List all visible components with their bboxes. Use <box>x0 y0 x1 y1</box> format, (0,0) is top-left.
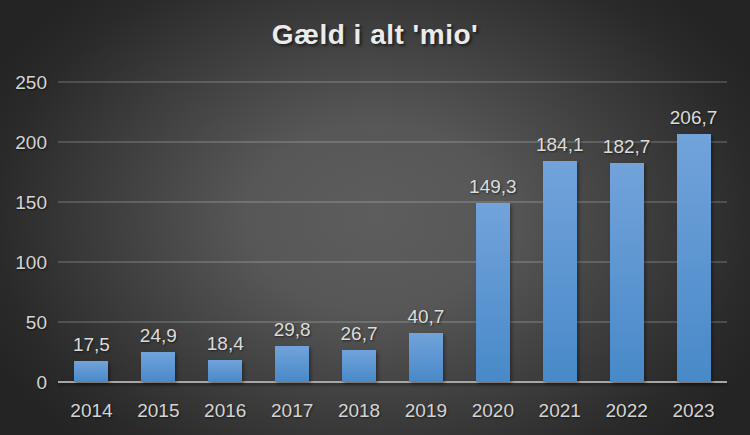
bar-2023[interactable] <box>677 134 711 382</box>
bar-value-label-2022: 182,7 <box>587 136 667 158</box>
chart-canvas: Gæld i alt 'mio' 0 50 100 150 200 250 17,5201… <box>0 0 750 435</box>
bar-value-label-2019: 40,7 <box>386 306 466 328</box>
plot-area: 17,5201424,9201518,4201629,8201726,72018… <box>58 82 727 382</box>
y-gridline-250 <box>58 81 727 83</box>
bar-value-label-2023: 206,7 <box>654 107 734 129</box>
chart-title: Gæld i alt 'mio' <box>0 19 750 51</box>
bar-2017[interactable] <box>275 346 309 382</box>
bar-2020[interactable] <box>476 203 510 382</box>
y-axis-tick-label-50: 50 <box>0 313 47 332</box>
bar-2016[interactable] <box>208 360 242 382</box>
y-axis-tick-label-0: 0 <box>0 373 47 392</box>
bar-2015[interactable] <box>141 352 175 382</box>
bar-2019[interactable] <box>409 333 443 382</box>
y-axis-tick-label-250: 250 <box>0 73 47 92</box>
bar-2014[interactable] <box>74 361 108 382</box>
bar-value-label-2020: 149,3 <box>453 176 533 198</box>
x-axis-label-2023: 2023 <box>654 401 734 420</box>
y-axis-tick-label-150: 150 <box>0 193 47 212</box>
y-axis-tick-label-200: 200 <box>0 133 47 152</box>
bar-2021[interactable] <box>543 161 577 382</box>
bar-2018[interactable] <box>342 350 376 382</box>
bar-2022[interactable] <box>610 163 644 382</box>
y-axis-tick-label-100: 100 <box>0 253 47 272</box>
